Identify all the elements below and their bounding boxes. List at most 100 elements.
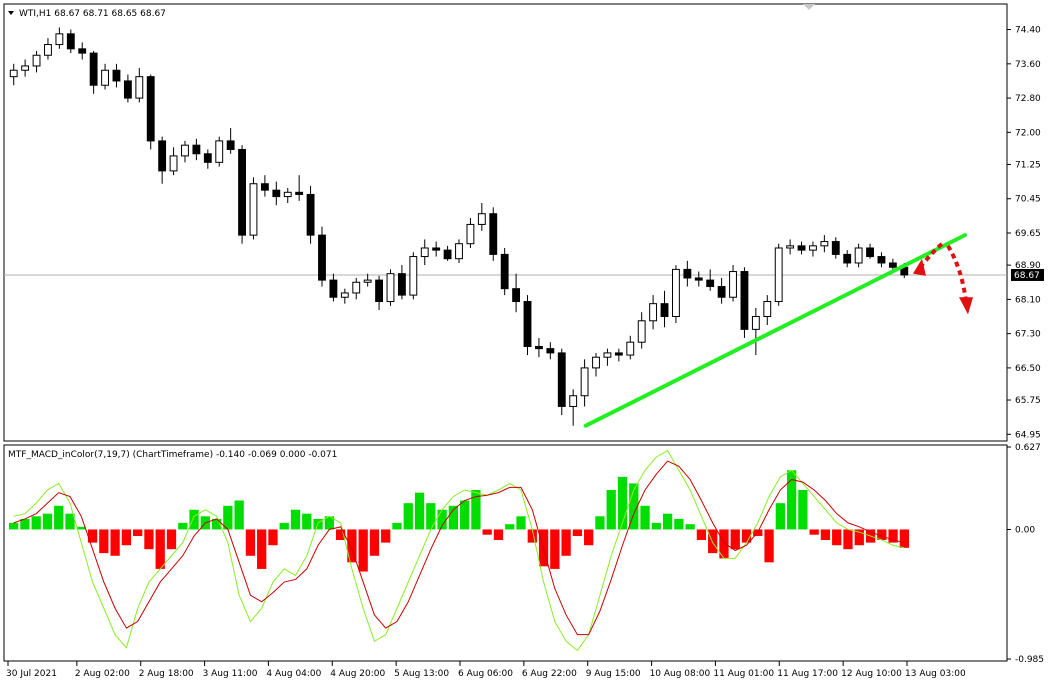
candle-body [866,247,874,258]
histogram-bar [775,503,785,530]
forecast-arrow-group[interactable] [913,239,973,315]
histogram-bar [437,509,447,530]
time-tick-label: 4 Aug 20:00 [330,669,385,679]
time-tick-label: 11 Aug 17:00 [777,669,838,679]
histogram-bar [561,529,571,556]
candle [375,275,384,311]
histogram-bar [381,529,391,543]
price-tick-label: 68.10 [1015,295,1041,305]
histogram-bar [335,529,346,540]
candle-body [409,256,418,296]
histogram-bar [392,522,402,530]
candle [283,188,292,204]
candle-body [386,273,395,303]
candle [809,241,817,257]
candle-body [877,256,886,264]
time-tick-label: 9 Aug 15:00 [586,669,641,679]
candle-body [546,348,555,354]
candle-body [477,213,486,225]
histogram-bar [178,522,188,530]
candle-body [329,279,338,298]
candle-body [466,223,475,245]
candle [215,136,224,167]
histogram-bar [347,529,357,563]
candle [260,175,269,197]
histogram-bar [832,529,842,546]
candle-body [112,69,121,82]
trendline-group[interactable] [583,233,967,428]
time-tick-label: 2 Aug 02:00 [75,669,130,679]
histogram-bar [877,529,887,540]
indicator-tick-label: 0.00 [1015,525,1035,535]
candle [203,149,212,169]
candle [683,260,692,287]
candle [740,267,749,338]
candle [112,63,121,88]
chart-header: WTI,H1 68.67 68.71 68.65 68.67 [19,9,166,19]
candle [660,290,669,328]
candle-body [44,44,52,56]
time-tick-label: 4 Aug 04:00 [266,669,321,679]
candle-body [443,249,452,260]
candle-body [66,33,75,50]
candle [751,307,760,356]
price-tick-label: 72.00 [1015,128,1041,138]
histogram-bar [110,529,120,556]
histogram-bar [798,490,808,530]
candle-body [809,245,817,251]
candle [386,269,395,306]
histogram-bar [189,509,199,530]
candle-body [592,356,600,369]
histogram-bar [493,529,504,540]
candle-body [740,271,749,330]
candle-body [352,281,361,294]
histogram-bar [809,529,819,535]
candle [523,295,532,356]
histogram-bar [482,529,492,535]
candle-body [78,48,87,54]
histogram-bar [764,529,774,563]
candle-body [660,303,669,318]
histogram-bar [268,529,278,546]
candle [44,38,52,60]
candle [55,27,64,49]
candle-body [820,241,829,247]
chart-shift-icon[interactable] [803,4,815,10]
current-price-badge [1011,268,1044,281]
indicator-axis: 0.627 0.00 -0.985 [1007,443,1044,665]
candle [169,147,178,176]
chevron-down-icon[interactable] [8,11,14,15]
histogram-bar [550,529,560,569]
candle [101,63,109,90]
time-tick-label: 3 Aug 11:00 [203,669,258,679]
arrow-drop[interactable] [946,244,968,302]
candle [557,348,566,416]
time-tick-label: 30 Jul 2021 [6,669,57,679]
histogram-bar [9,522,19,530]
candle-body [534,345,543,350]
histogram-bar [20,518,30,530]
candle-body [135,76,144,99]
candle-body [557,352,566,407]
histogram-bar [685,524,695,530]
candle [580,359,589,407]
candle-body [763,301,772,318]
candle [329,273,338,302]
candle-body [306,193,315,236]
candle-body [238,148,246,236]
candle-body [215,140,224,163]
histogram-bar [629,483,639,530]
macd-line [13,449,905,652]
current-price-label: 68.67 [1014,271,1040,281]
time-tick-label: 5 Aug 13:00 [394,669,449,679]
candle [295,175,304,201]
candle [455,239,463,263]
support-trendline[interactable] [583,233,967,428]
candle-body [260,183,269,191]
candle-body [672,268,680,318]
price-tick-label: 64.95 [1015,430,1041,440]
histogram-bar [211,518,222,530]
candle-body [455,243,463,260]
time-tick-label: 11 Aug 01:00 [713,669,774,679]
